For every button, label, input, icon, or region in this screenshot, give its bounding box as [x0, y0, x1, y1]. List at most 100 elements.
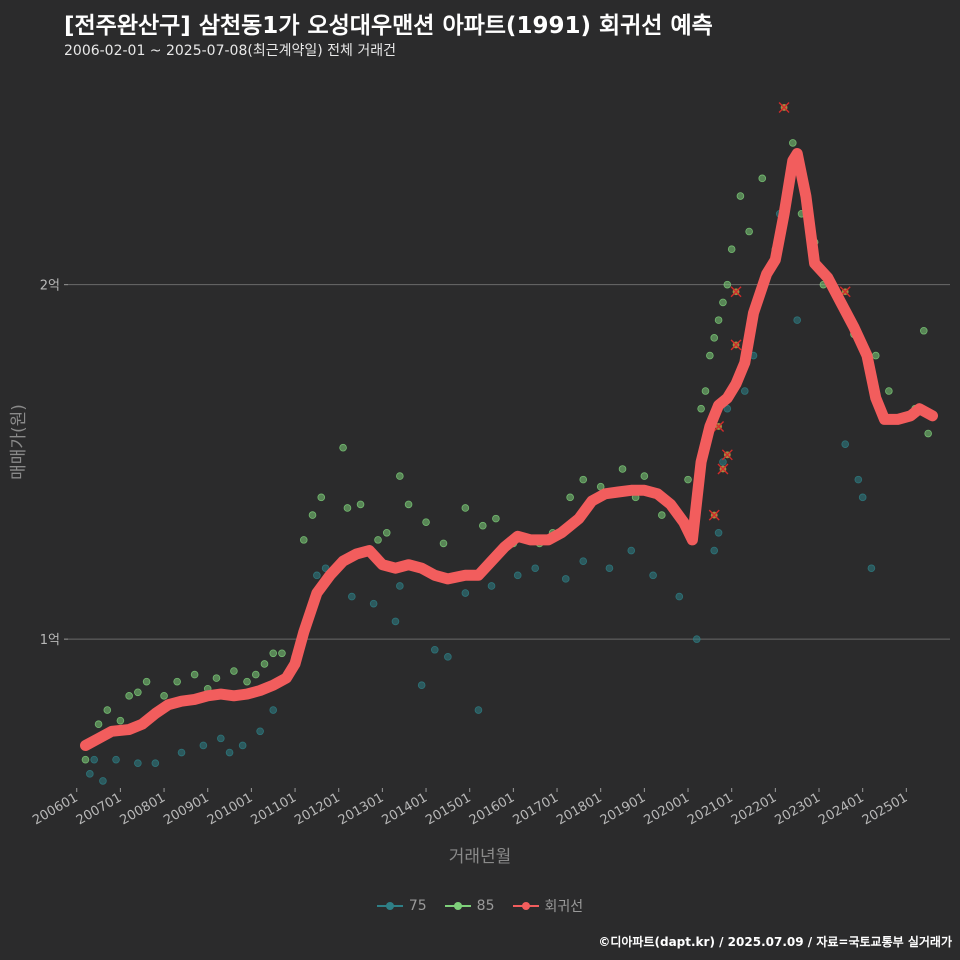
point-75-25 — [487, 582, 496, 590]
point-85-7 — [160, 692, 168, 700]
legend-key-85 — [444, 899, 471, 913]
point-85-39 — [618, 465, 627, 473]
point-85-36 — [566, 493, 574, 502]
regression-line — [80, 148, 938, 751]
point-85-9 — [190, 670, 199, 679]
x-tick-label-11: 201701 — [511, 790, 561, 828]
point-75-47 — [867, 564, 876, 573]
point-85-53 — [745, 227, 753, 236]
point-75-17 — [369, 599, 378, 608]
point-85-30 — [461, 504, 470, 512]
point-85-32 — [492, 514, 500, 523]
price-scatter-plot: 1억 2억 200601200701200801200901201001201101… — [30, 101, 950, 828]
x-tick-label-6: 201201 — [292, 790, 342, 828]
chart-title: [전주완산구] 삼천동1가 오성대우맨션 아파트(1991) 회귀선 예측 — [64, 13, 713, 39]
legend-key-regression — [512, 899, 539, 913]
legend-item-regression: 회귀선 — [512, 896, 583, 916]
point-85-8 — [173, 677, 181, 686]
point-75-40 — [740, 387, 749, 395]
point-75-12 — [269, 706, 278, 714]
point-75-21 — [430, 645, 439, 654]
legend-item-85: 85 — [444, 896, 495, 916]
point-75-26 — [513, 571, 522, 580]
point-85-49 — [719, 298, 727, 307]
x-tick-label-5: 201101 — [249, 790, 299, 828]
point-85-16 — [269, 649, 278, 658]
point-85-24 — [374, 536, 382, 544]
point-75-14 — [313, 571, 321, 580]
point-85-22 — [343, 504, 352, 512]
point-75-33 — [675, 592, 684, 601]
x-tick-label-0: 200601 — [30, 790, 80, 828]
point-85-19 — [308, 511, 317, 519]
point-75-5 — [151, 759, 160, 767]
point-85-2 — [103, 706, 112, 714]
point-85-45 — [701, 387, 710, 395]
point-75-9 — [225, 748, 234, 757]
point-85-48 — [714, 316, 723, 324]
point-85-56 — [789, 139, 797, 147]
x-tick-label-8: 201401 — [380, 790, 430, 828]
point-85-47 — [710, 334, 719, 342]
excluded-mark-4 — [730, 286, 742, 298]
point-75-44 — [841, 440, 850, 448]
point-85-29 — [439, 539, 448, 548]
point-75-18 — [391, 617, 400, 626]
point-85-13 — [243, 677, 251, 686]
point-75-31 — [627, 546, 636, 555]
excluded-mark-1 — [717, 463, 729, 475]
point-75-15 — [321, 564, 330, 573]
source-credit: ©디아파트(dapt.kr) / 2025.07.09 / 자료=국토교통부 실… — [598, 935, 952, 949]
point-85-17 — [278, 649, 286, 658]
x-tick-label-12: 201801 — [554, 790, 604, 828]
point-85-27 — [404, 500, 413, 509]
point-75-22 — [444, 653, 452, 661]
point-85-23 — [356, 500, 365, 509]
y-tick-label-1: 2억 — [40, 279, 60, 294]
point-85-25 — [382, 528, 391, 537]
point-75-35 — [710, 546, 719, 555]
point-75-8 — [217, 734, 225, 743]
point-85-63 — [885, 387, 893, 395]
point-85-4 — [125, 692, 133, 700]
point-85-26 — [396, 472, 404, 480]
point-75-30 — [605, 564, 614, 573]
legend-label-85: 85 — [476, 898, 495, 914]
point-85-67 — [924, 429, 932, 438]
point-75-1 — [90, 755, 98, 764]
point-85-11 — [212, 674, 221, 682]
x-tick-label-16: 202201 — [729, 790, 779, 828]
point-85-51 — [727, 245, 736, 254]
x-tick-label-19: 202501 — [860, 790, 910, 828]
point-85-44 — [697, 404, 705, 413]
point-75-29 — [579, 557, 588, 565]
chart-subtitle: 2006-02-01 ~ 2025-07-08(최근계약일) 전체 거래건 — [64, 43, 396, 59]
point-85-1 — [94, 720, 103, 728]
point-85-20 — [317, 493, 326, 502]
x-tick-label-4: 201001 — [205, 790, 255, 828]
point-75-36 — [714, 528, 723, 537]
point-75-20 — [417, 681, 426, 690]
point-85-42 — [658, 511, 666, 519]
point-75-46 — [858, 493, 867, 502]
point-75-11 — [256, 727, 264, 736]
point-85-0 — [81, 755, 90, 764]
excluded-mark-7 — [708, 509, 720, 521]
excluded-mark-3 — [730, 339, 742, 351]
point-85-6 — [142, 677, 151, 686]
chart-legend: 75 85 회귀선 — [0, 896, 960, 916]
x-tick-label-1: 200701 — [74, 790, 124, 828]
x-tick-label-7: 201301 — [336, 790, 386, 828]
point-85-28 — [422, 518, 430, 526]
point-85-37 — [579, 475, 588, 484]
point-85-18 — [299, 536, 308, 544]
point-75-19 — [396, 582, 404, 590]
point-75-6 — [177, 748, 186, 757]
x-tick-label-14: 202001 — [642, 790, 692, 828]
point-75-38 — [723, 404, 732, 413]
point-75-10 — [238, 741, 247, 750]
x-axis-title: 거래년월 — [448, 847, 512, 867]
point-85-3 — [116, 716, 125, 725]
point-75-45 — [854, 475, 863, 484]
y-tick-label-0: 1억 — [40, 633, 60, 648]
